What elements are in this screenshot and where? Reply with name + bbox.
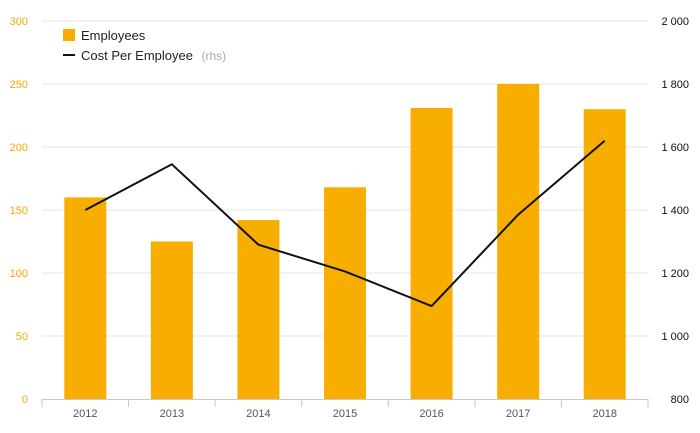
bar-employees-2015 (324, 187, 366, 399)
bar-employees-2012 (64, 197, 107, 399)
x-axis-tick-label: 2014 (246, 408, 270, 420)
right-axis-tick-label: 1 200 (661, 268, 689, 280)
right-axis-tick-label: 1 000 (661, 331, 689, 343)
legend-label-employees: Employees (81, 28, 146, 43)
right-axis-tick-label: 800 (671, 394, 689, 406)
line-series (84, 139, 606, 308)
bar-employees-2018 (583, 109, 626, 399)
bar-employees-2014 (237, 220, 280, 399)
left-axis-tick-label: 100 (10, 268, 28, 280)
right-axis-tick-label: 1 800 (661, 79, 689, 91)
right-axis-tick-label: 2 000 (661, 16, 689, 28)
x-axis-tick-label: 2015 (333, 408, 357, 420)
legend-label-rhs: (rhs) (201, 49, 226, 63)
bar-employees-2016 (410, 107, 453, 399)
left-axis-tick-label: 300 (10, 16, 28, 28)
x-axis-tick-label: 2018 (592, 408, 616, 420)
right-axis-ticks: 800 1 000 1 200 1 400 1 600 1 800 2 000 (661, 16, 689, 406)
x-axis-tick-label: 2017 (506, 408, 530, 420)
line-cost-per-employee (84, 139, 606, 308)
left-axis-tick-label: 0 (22, 394, 28, 406)
legend-label-cost-per-employee: Cost Per Employee (rhs) (81, 47, 226, 64)
right-axis-tick-label: 1 600 (661, 142, 689, 154)
x-axis-ticks: 2012 2013 2014 2015 2016 2017 2018 (73, 408, 617, 420)
left-axis-tick-label: 250 (10, 79, 28, 91)
left-axis-ticks: 0 50 100 150 200 250 300 (10, 16, 28, 406)
x-axis-tick-label: 2013 (160, 408, 184, 420)
left-axis-tick-label: 50 (16, 331, 28, 343)
legend-label-cost-text: Cost Per Employee (81, 48, 193, 63)
left-axis-tick-label: 200 (10, 142, 28, 154)
x-axis-tick-label: 2012 (73, 408, 97, 420)
right-axis-tick-label: 1 400 (661, 205, 689, 217)
legend-marker-employees (63, 29, 75, 41)
left-axis-tick-label: 150 (10, 205, 28, 217)
bar-employees-2017 (497, 84, 540, 399)
legend: Employees Cost Per Employee (rhs) (63, 28, 226, 64)
x-axis (41, 399, 649, 407)
bar-employees-2013 (150, 241, 193, 399)
bar-series (64, 84, 626, 399)
x-axis-tick-label: 2016 (419, 408, 443, 420)
